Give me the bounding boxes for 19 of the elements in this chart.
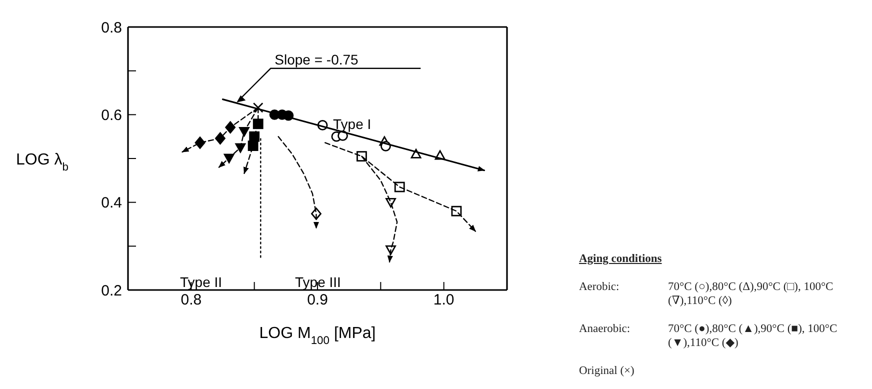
- x-tick-label: 1.0: [433, 292, 454, 309]
- y-tick-label: 0.2: [101, 282, 122, 300]
- y-tick-label: 0.4: [101, 194, 122, 212]
- y-tick-label: 0.6: [101, 106, 122, 124]
- text: 70°C (○),80°C (Δ),90°C (□), 100°C (∇),110°C (◊): [668, 280, 834, 308]
- x-tick-label: 0.8: [180, 292, 202, 309]
- text: Anaerobic:: [579, 322, 632, 337]
- text: Aerobic:: [579, 280, 620, 295]
- y-axis-title: LOG λ$_{b}$: [16, 152, 68, 174]
- y-tick-label: 0.8: [101, 19, 122, 36]
- annotation: Type I: [333, 116, 372, 132]
- text: 70°C (●),80°C (▲),90°C (■), 100°C (▼),110°C (◆): [668, 322, 838, 350]
- x-tick-label: 0.9: [307, 292, 328, 309]
- annotation: Type III: [295, 274, 341, 290]
- annotation: Type II: [180, 274, 222, 290]
- legend-title: Aging conditions: [579, 252, 663, 266]
- annotation: Slope = -0.75: [274, 51, 359, 68]
- x-axis-title: LOG M$_{100}$ [MPa]: [259, 325, 376, 347]
- text: Original (×): [579, 364, 636, 378]
